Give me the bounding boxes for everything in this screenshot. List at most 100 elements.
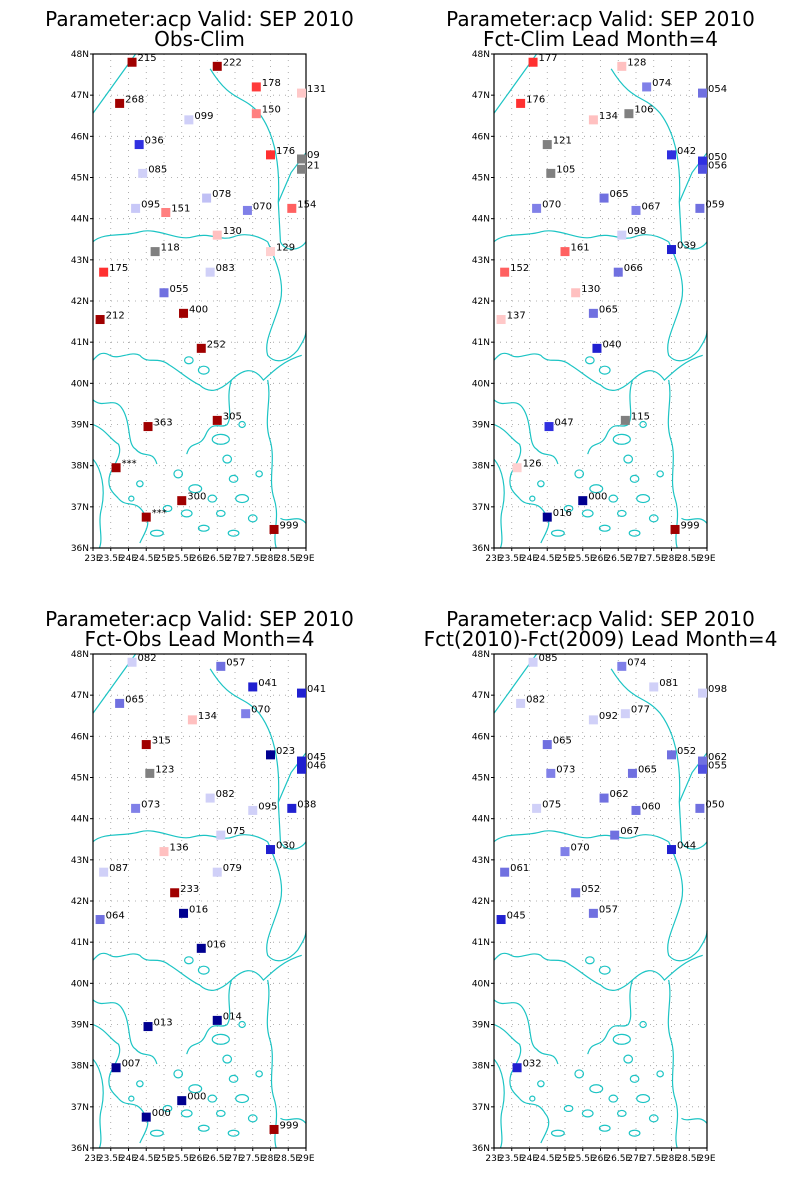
station-marker: [241, 709, 251, 719]
station-value-label: 059: [705, 199, 724, 210]
lat-tick-label: 41N: [472, 938, 490, 948]
station-value-label: 363: [154, 418, 173, 429]
station-value-label: 128: [627, 57, 646, 68]
station-marker: [266, 845, 275, 855]
lat-tick-label: 36N: [472, 544, 490, 554]
station-marker: [297, 764, 306, 774]
lat-tick-label: 37N: [71, 1103, 89, 1113]
lat-tick-label: 44N: [472, 815, 490, 825]
lon-tick-label: 25.5E: [169, 1154, 195, 1164]
station-value-label: 070: [253, 201, 272, 212]
station-marker: [528, 657, 538, 667]
station-value-label: 060: [642, 801, 661, 812]
station-value-label: 085: [148, 164, 167, 175]
station-value-label: 081: [659, 678, 678, 689]
lon-tick-label: 24E: [521, 1154, 538, 1164]
station-marker: [269, 1124, 279, 1134]
station-marker: [560, 247, 570, 257]
lon-tick-label: 26E: [592, 554, 609, 564]
lat-tick-label: 37N: [472, 503, 490, 513]
station-marker: [542, 740, 552, 750]
lon-tick-label: 25E: [155, 554, 172, 564]
station-marker: [287, 203, 297, 213]
station-value-label: 000: [187, 1092, 206, 1103]
lon-tick-label: 23E: [84, 554, 101, 564]
station-marker: [588, 715, 598, 725]
lat-tick-label: 46N: [71, 132, 89, 142]
station-marker: [512, 463, 522, 473]
station-marker: [500, 267, 510, 277]
station-marker: [571, 288, 581, 298]
lat-tick-label: 48N: [71, 50, 89, 60]
station-marker: [528, 57, 538, 67]
station-marker: [161, 207, 171, 217]
station-marker: [177, 496, 187, 506]
lat-tick-label: 40N: [472, 379, 490, 389]
lat-tick-label: 45N: [71, 174, 89, 184]
station-marker: [695, 203, 705, 213]
station-marker: [216, 830, 226, 840]
lon-tick-label: 23E: [485, 1154, 502, 1164]
station-value-label: 062: [610, 789, 629, 800]
station-marker: [95, 315, 105, 325]
station-value-label: 062: [708, 752, 727, 763]
station-marker: [698, 156, 707, 166]
station-marker: [588, 115, 598, 125]
station-marker: [196, 943, 206, 953]
station-marker: [500, 867, 510, 877]
station-value-label: 233: [180, 884, 199, 895]
station-value-label: 175: [109, 263, 128, 274]
station-value-label: 050: [705, 799, 724, 810]
station-value-label: 176: [526, 94, 545, 105]
station-value-label: 999: [681, 520, 700, 531]
station-marker: [667, 150, 676, 160]
lon-tick-label: 24E: [521, 554, 538, 564]
station-value-label: 042: [677, 146, 696, 157]
station-value-label: 075: [542, 799, 561, 810]
station-marker: [266, 750, 275, 760]
station-value-label: 083: [216, 263, 235, 274]
station-value-label: 121: [553, 136, 572, 147]
station-marker: [179, 308, 189, 318]
station-marker: [620, 709, 630, 719]
lat-tick-label: 48N: [472, 650, 490, 660]
panel-subtitle: Obs-Clim: [154, 27, 245, 51]
station-marker: [617, 661, 627, 671]
lat-tick-label: 42N: [472, 297, 490, 307]
lon-tick-label: 26.5E: [605, 1154, 631, 1164]
lon-tick-label: 24.5E: [534, 1154, 560, 1164]
station-marker: [99, 867, 109, 877]
lat-tick-label: 39N: [71, 421, 89, 431]
lon-tick-label: 26.5E: [605, 554, 631, 564]
station-marker: [134, 140, 144, 150]
coastline: [494, 54, 707, 548]
station-value-label: 070: [542, 199, 561, 210]
lon-tick-label: 23.5E: [98, 1154, 124, 1164]
station-value-label: 078: [212, 189, 231, 200]
station-marker: [266, 247, 275, 257]
station-marker: [617, 230, 627, 240]
lat-tick-label: 40N: [71, 379, 89, 389]
station-marker: [496, 915, 506, 925]
lat-tick-label: 41N: [71, 938, 89, 948]
station-value-label: 105: [556, 164, 575, 175]
station-value-label: 045: [307, 752, 326, 763]
station-marker: [297, 756, 306, 766]
lon-tick-label: 26.5E: [204, 554, 230, 564]
station-value-label: 014: [223, 1011, 242, 1022]
station-value-label: 136: [170, 843, 189, 854]
station-marker: [205, 267, 215, 277]
station-marker: [170, 888, 180, 898]
longitude-ticks: 23E23.5E24E24.5E25E25.5E26E26.5E27E27.5E…: [485, 1148, 716, 1164]
station-marker: [212, 867, 222, 877]
station-value-label: 016: [207, 939, 226, 950]
station-marker: [141, 512, 151, 522]
lon-tick-label: 28E: [262, 554, 279, 564]
station-marker: [642, 82, 652, 92]
lon-tick-label: 28.5E: [676, 1154, 702, 1164]
lat-tick-label: 37N: [71, 503, 89, 513]
lon-tick-label: 25E: [155, 1154, 172, 1164]
panel-subtitle: Fct-Clim Lead Month=4: [483, 27, 718, 51]
lat-tick-label: 43N: [71, 256, 89, 266]
